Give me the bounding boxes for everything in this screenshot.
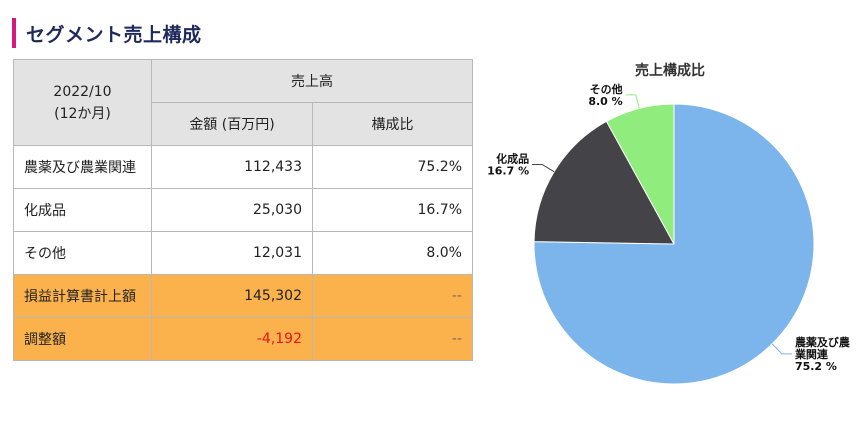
slice-connector [771, 343, 792, 355]
slice-connector [625, 94, 640, 109]
period-header-cell: 2022/10 (12か月) [13, 59, 152, 146]
row-ratio: 75.2% [312, 145, 473, 189]
row-label: 農薬及び農業関連 [13, 145, 152, 189]
slice-name-label: 化成品 [496, 151, 529, 165]
row-label: 化成品 [13, 188, 152, 232]
slice-value-label: 16.7 % [487, 164, 529, 177]
slice-value-label: 8.0 % [588, 95, 622, 108]
row-label: 損益計算書計上額 [13, 274, 152, 318]
ratio-header-cell: 構成比 [312, 102, 473, 146]
chart-title: 売上構成比 [635, 62, 705, 79]
table-header-row: 2022/10 (12か月) 売上高 [13, 59, 473, 146]
row-amount: 12,031 [151, 231, 313, 275]
row-ratio: 8.0% [312, 231, 473, 275]
row-label: 調整額 [13, 317, 152, 361]
row-amount: 25,030 [151, 188, 313, 232]
pie-slice [533, 120, 675, 245]
pie-chart-container: 売上構成比 農薬及び農 業関連 75.2 % 化成品 16.7 % その他 8.0 % [480, 55, 861, 434]
slice-name-label: その他 [590, 82, 623, 96]
table-row: 化成品 25,030 16.7% [13, 188, 473, 232]
table-subheader-row: 金額 (百万円) 構成比 [14, 102, 473, 146]
slice-name-label: 農薬及び農 [795, 335, 851, 349]
row-amount: -4,192 [151, 317, 313, 361]
slice-value-label: 75.2 % [795, 360, 837, 373]
amount-header-cell: 金額 (百万円) [151, 102, 313, 146]
pie-slice [533, 103, 815, 385]
table-row-adjustment: 調整額 -4,192 -- [13, 317, 473, 361]
row-amount: 112,433 [151, 145, 313, 189]
segment-sales-table: 2022/10 (12か月) 売上高 金額 (百万円) 構成比 農薬及び農業関連… [13, 59, 473, 361]
row-ratio: -- [312, 317, 473, 361]
section-heading: セグメント売上構成 [12, 18, 202, 48]
heading-title: セグメント売上構成 [26, 23, 202, 46]
sales-header-cell: 売上高 [151, 59, 473, 103]
row-ratio: -- [312, 274, 473, 318]
table-row-total: 損益計算書計上額 145,302 -- [13, 274, 473, 318]
pie-slice [605, 103, 675, 245]
slice-connector [532, 163, 555, 173]
row-amount: 145,302 [151, 274, 313, 318]
slice-name-label: 業関連 [794, 347, 829, 361]
period-year: 2022/10 [53, 83, 112, 100]
table-row: その他 12,031 8.0% [13, 231, 473, 275]
row-ratio: 16.7% [312, 188, 473, 232]
table-row: 農薬及び農業関連 112,433 75.2% [13, 145, 473, 189]
row-label: その他 [13, 231, 152, 275]
heading-accent-bar [12, 18, 16, 48]
period-months: (12か月) [54, 105, 111, 122]
